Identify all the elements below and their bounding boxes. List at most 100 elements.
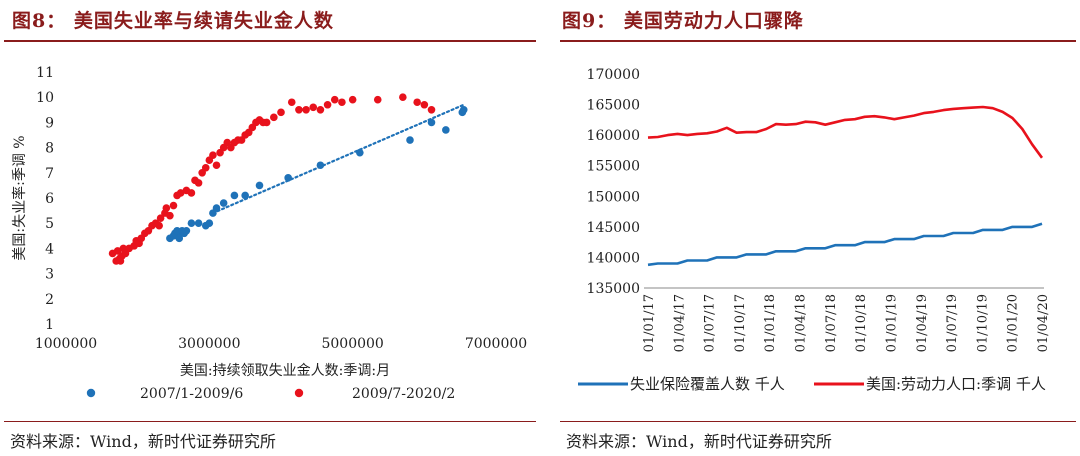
point-2009-2020 (302, 106, 310, 114)
point-2009-2020 (309, 103, 318, 112)
point-2007-2009 (212, 204, 221, 212)
point-2007-2009 (187, 219, 196, 227)
figure-title-right: 图9： 美国劳动力人口骤降 (562, 10, 804, 32)
x-tick-label: 01/04/19 (915, 294, 930, 352)
title-rule-left (4, 40, 536, 42)
point-2007-2009 (194, 219, 203, 227)
point-2009-2020 (316, 106, 325, 114)
point-2009-2020 (166, 211, 174, 220)
y-tick-label: 165000 (587, 98, 640, 114)
x-tick-label: 01/10/18 (854, 294, 869, 352)
scatter-chart: 1 2 3 4 5 6 7 8 9 10 11 1000000 3000000 5000000 700000… (11, 65, 527, 402)
y-tick-label: 2 (45, 292, 54, 308)
right-figure: 图9： 美国劳动力人口骤降 135000 140000 145000 150000 15… (556, 0, 1080, 456)
source-rule-right (560, 421, 1076, 422)
x-tick-label: 01/04/17 (672, 294, 687, 352)
point-2009-2020 (427, 106, 436, 114)
point-2007-2009 (230, 191, 239, 200)
point-2007-2009 (442, 126, 450, 134)
point-2009-2020 (212, 161, 221, 170)
x-tick-label: 01/01/20 (1006, 294, 1021, 352)
point-2009-2020 (323, 100, 332, 109)
point-2009-2020 (262, 118, 271, 127)
y-tick-label: 8 (45, 141, 54, 157)
legend-label-2007-2009: 2007/1-2009/6 (140, 386, 243, 402)
point-2009-2020 (156, 214, 165, 222)
x-tick-label: 01/01/18 (763, 294, 778, 352)
line-labor-force (647, 105, 1044, 159)
y-tick-label: 7 (45, 166, 54, 182)
point-2007-2009 (316, 161, 325, 170)
legend-marker-2007-2009 (86, 388, 96, 398)
y-tick-label: 155000 (587, 159, 640, 175)
point-2009-2020 (113, 247, 122, 255)
x-tick-label: 01/04/20 (1036, 294, 1051, 352)
y-tick-label: 6 (45, 191, 54, 207)
point-2009-2020 (330, 95, 339, 104)
point-2009-2020 (399, 93, 407, 101)
line-unemployment-insurance (647, 222, 1043, 267)
source-note-left: 资料来源：Wind，新时代证券研究所 (10, 432, 276, 451)
y-tick-label: 140000 (587, 250, 640, 266)
y-tick-label: 9 (45, 115, 54, 131)
point-2007-2009 (255, 181, 264, 190)
title-rule-right (560, 40, 1076, 42)
point-2009-2020 (270, 113, 278, 122)
x-tick-label: 01/04/18 (794, 294, 809, 352)
point-2009-2020 (413, 98, 421, 107)
point-2009-2020 (277, 108, 285, 117)
source-rule-left (4, 421, 536, 422)
x-tick-label: 01/01/19 (884, 294, 899, 352)
point-2007-2009 (284, 174, 292, 182)
point-2009-2020 (338, 98, 346, 107)
y-tick-label: 10 (36, 90, 54, 106)
point-2007-2009 (459, 106, 468, 114)
point-2007-2009 (219, 199, 228, 207)
x-tick-label: 01/07/19 (945, 294, 960, 352)
source-note-right: 资料来源：Wind，新时代证券研究所 (566, 432, 832, 451)
point-2009-2020 (162, 204, 171, 212)
y-tick-label: 150000 (587, 189, 640, 205)
x-axis-label: 美国:持续领取失业金人数:季调:月 (180, 362, 390, 379)
point-2009-2020 (194, 179, 203, 187)
x-tick-label: 01/10/17 (733, 294, 748, 352)
point-2009-2020 (187, 189, 196, 197)
point-2007-2009 (356, 148, 364, 157)
point-2007-2009 (406, 136, 414, 144)
point-2007-2009 (182, 226, 191, 235)
point-2009-2020 (373, 95, 382, 104)
legend-label-labor-force: 美国:劳动力人口:季调 千人 (866, 375, 1046, 393)
line-chart: 135000 140000 145000 150000 155000 160000 1650… (578, 67, 1051, 393)
x-tick-label: 1000000 (35, 336, 97, 352)
legend-label-unemployment-insurance: 失业保险覆盖人数 千人 (630, 375, 785, 393)
point-2007-2009 (175, 234, 184, 243)
point-2009-2020 (348, 95, 357, 104)
point-2007-2009 (241, 191, 249, 200)
x-tick-label: 3000000 (178, 336, 240, 352)
y-tick-label: 160000 (587, 128, 640, 144)
y-tick-label: 11 (36, 65, 54, 81)
point-2009-2020 (201, 163, 210, 172)
y-tick-label: 5 (45, 216, 54, 232)
point-2009-2020 (209, 151, 217, 159)
trendline (211, 103, 465, 215)
x-tick-label: 01/10/19 (975, 294, 990, 352)
y-tick-label: 145000 (587, 220, 640, 236)
x-tick-label: 01/01/17 (642, 294, 657, 352)
legend-label-2009-2020: 2009/7-2020/2 (352, 386, 455, 402)
point-2009-2020 (116, 257, 125, 265)
y-tick-label: 135000 (587, 281, 640, 297)
y-axis-label: 美国:失业率:季调 % (11, 135, 28, 260)
figure-title-left: 图8： 美国失业率与续请失业金人数 (12, 10, 334, 32)
x-tick-label: 5000000 (321, 336, 383, 352)
x-tick-label: 7000000 (465, 336, 527, 352)
point-2009-2020 (169, 201, 178, 210)
point-2009-2020 (287, 98, 296, 107)
left-figure: 图8： 美国失业率与续请失业金人数 1 2 3 4 5 6 7 8 9 10 11 1000000 30… (4, 10, 536, 451)
point-2009-2020 (155, 221, 163, 230)
point-2007-2009 (427, 118, 436, 127)
point-2009-2020 (176, 189, 185, 197)
y-tick-label: 4 (45, 241, 54, 257)
point-2007-2009 (205, 219, 214, 227)
legend-marker-2009-2020 (294, 388, 304, 398)
